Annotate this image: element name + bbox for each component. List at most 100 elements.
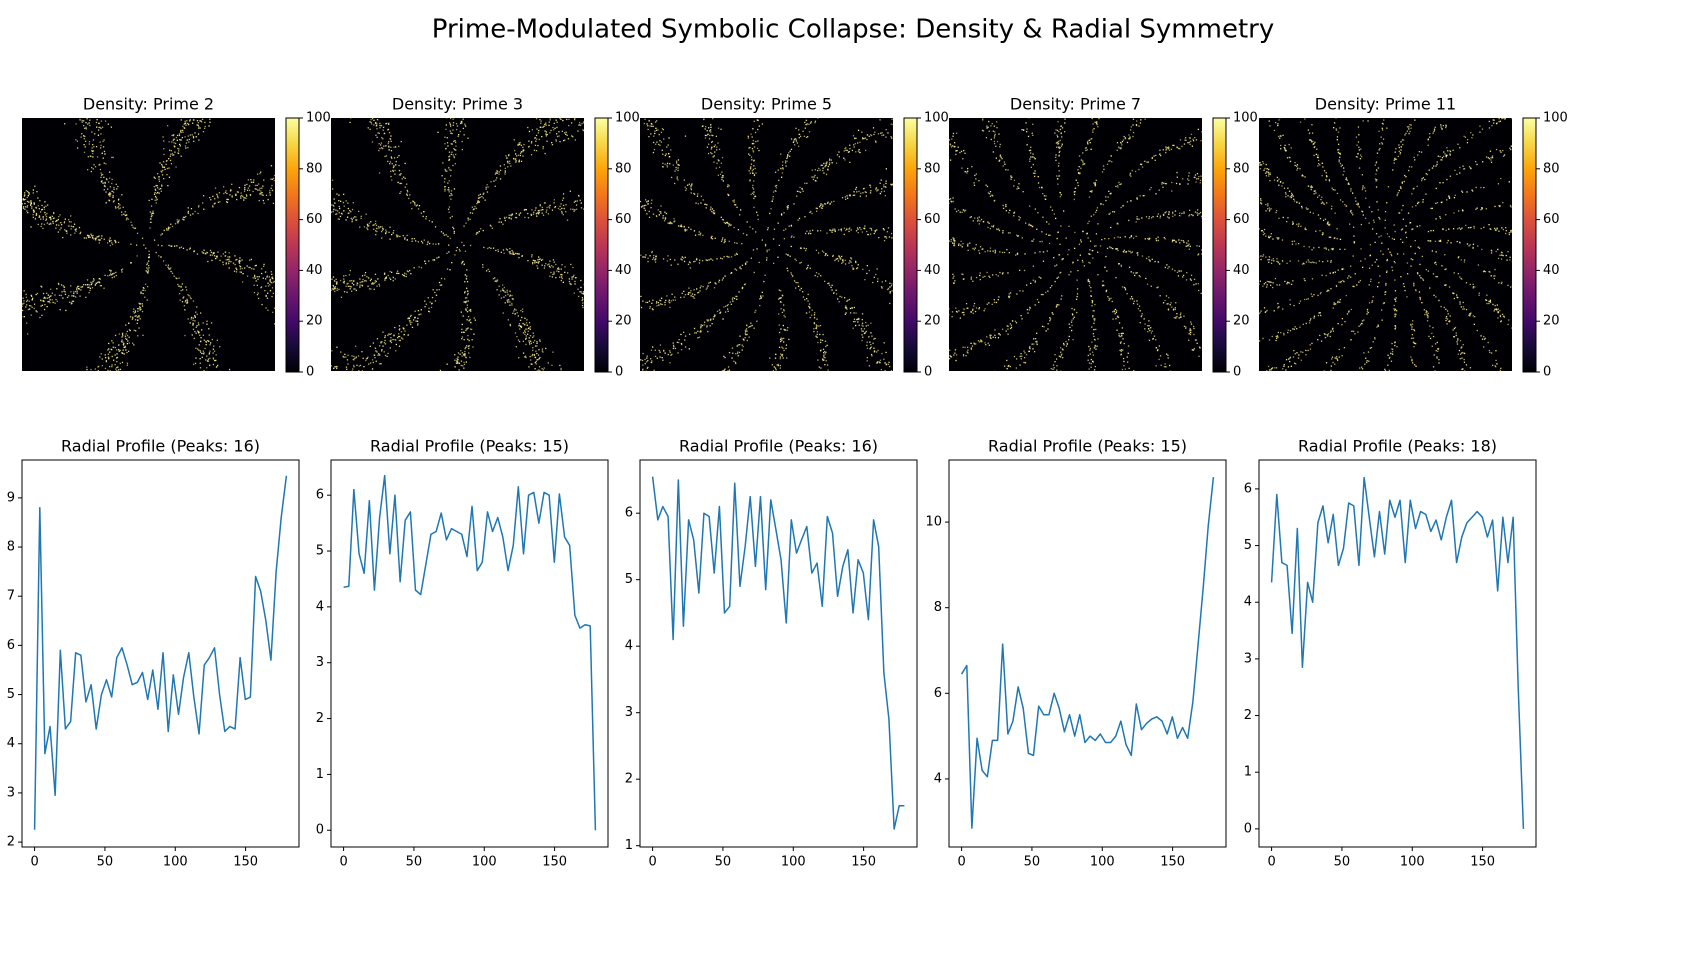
density-pixel: [441, 175, 443, 177]
density-pixel: [561, 277, 563, 280]
density-pixel: [609, 345, 610, 346]
density-pixel: [529, 355, 531, 358]
density-pixel: [177, 419, 178, 420]
density-pixel: [408, 423, 409, 424]
density-pixel: [592, 207, 593, 208]
density-pixel: [540, 126, 542, 128]
density-pixel: [242, 281, 244, 283]
colorbar-tick-label: 100: [615, 111, 640, 126]
density-pixel: [458, 413, 459, 414]
density-pixel: [463, 244, 465, 247]
density-pixel: [444, 186, 447, 188]
density-pixel: [9, 309, 10, 310]
density-pixel: [449, 419, 450, 420]
density-pixel: [334, 373, 335, 374]
density-pixel: [321, 196, 322, 197]
density-pixel: [422, 215, 424, 218]
density-pixel: [63, 221, 66, 223]
density-pixel: [456, 358, 458, 360]
density-pixel: [83, 135, 85, 137]
density-pixel: [530, 213, 532, 216]
density-pixel: [326, 201, 327, 202]
density-pixel: [881, 287, 883, 289]
density-pixel: [471, 339, 473, 341]
density-pixel: [192, 319, 194, 321]
density-pixel: [703, 390, 704, 391]
density-pixel: [366, 223, 369, 225]
density-pixel: [307, 183, 308, 184]
density-pixel: [125, 333, 127, 335]
density-pixel: [483, 246, 485, 249]
density-pixel: [241, 259, 243, 261]
density-pixel: [632, 195, 633, 196]
density-pixel: [535, 350, 537, 352]
density-pixel: [95, 237, 97, 239]
density-pixel: [334, 366, 336, 368]
density-pixel: [468, 352, 470, 354]
density-pixel: [368, 222, 371, 224]
density-pixel: [377, 354, 379, 356]
density-pixel: [189, 67, 190, 68]
density-pixel: [498, 294, 500, 296]
density-pixel: [477, 201, 479, 203]
density-pixel: [466, 281, 469, 283]
density-pixel: [304, 183, 305, 184]
density-pixel: [100, 127, 102, 129]
density-pixel: [669, 351, 671, 353]
density-pixel: [316, 205, 317, 206]
density-pixel: [173, 134, 175, 136]
density-pixel: [65, 309, 67, 312]
density-pixel: [562, 119, 564, 122]
density-pixel: [198, 139, 200, 141]
density-pixel: [435, 243, 437, 245]
density-pixel: [212, 195, 214, 197]
density-pixel: [563, 207, 565, 210]
density-pixel: [450, 175, 452, 177]
density-pixel: [540, 386, 541, 387]
density-pixel: [470, 67, 471, 68]
density-pixel: [384, 76, 385, 77]
density-pixel: [460, 311, 462, 313]
density-pixel: [522, 352, 525, 354]
density-pixel: [312, 186, 313, 187]
density-pixel: [15, 186, 16, 187]
density-pixel: [80, 405, 81, 406]
density-pixel: [193, 115, 194, 116]
density-pixel: [86, 410, 87, 411]
density-pixel: [517, 143, 519, 146]
density-pixel: [152, 212, 155, 215]
density-pixel: [158, 192, 160, 194]
density-pixel: [454, 396, 455, 397]
density-pixel: [189, 214, 192, 216]
density-pixel: [503, 286, 505, 289]
density-pixel: [527, 333, 529, 335]
density-pixel: [450, 198, 452, 200]
density-pixel: [214, 411, 215, 412]
density-pixel: [430, 415, 431, 416]
density-pixel: [279, 302, 280, 303]
density-pixel: [866, 134, 869, 136]
density-pixel: [400, 191, 402, 193]
density-pixel: [99, 383, 100, 384]
density-pixel: [423, 239, 425, 241]
density-pixel: [453, 382, 454, 383]
density-pixel: [367, 228, 369, 231]
density-pixel: [24, 202, 26, 205]
density-pixel: [455, 362, 458, 364]
density-pixel: [282, 183, 283, 184]
density-pixel: [544, 202, 546, 204]
density-pixel: [772, 196, 774, 198]
density-pixel: [22, 316, 23, 318]
density-pixel: [24, 194, 26, 196]
density-pixel: [322, 195, 323, 196]
density-pixel: [161, 245, 163, 247]
density-pixel: [280, 298, 281, 299]
density-pixel: [206, 370, 208, 371]
density-pixel: [197, 389, 198, 390]
density-pixel: [200, 337, 202, 339]
density-pixel: [538, 366, 541, 368]
density-pixel: [0, 200, 1, 201]
density-pixel: [52, 301, 54, 304]
density-pixel: [28, 300, 30, 302]
density-pixel: [532, 263, 534, 265]
